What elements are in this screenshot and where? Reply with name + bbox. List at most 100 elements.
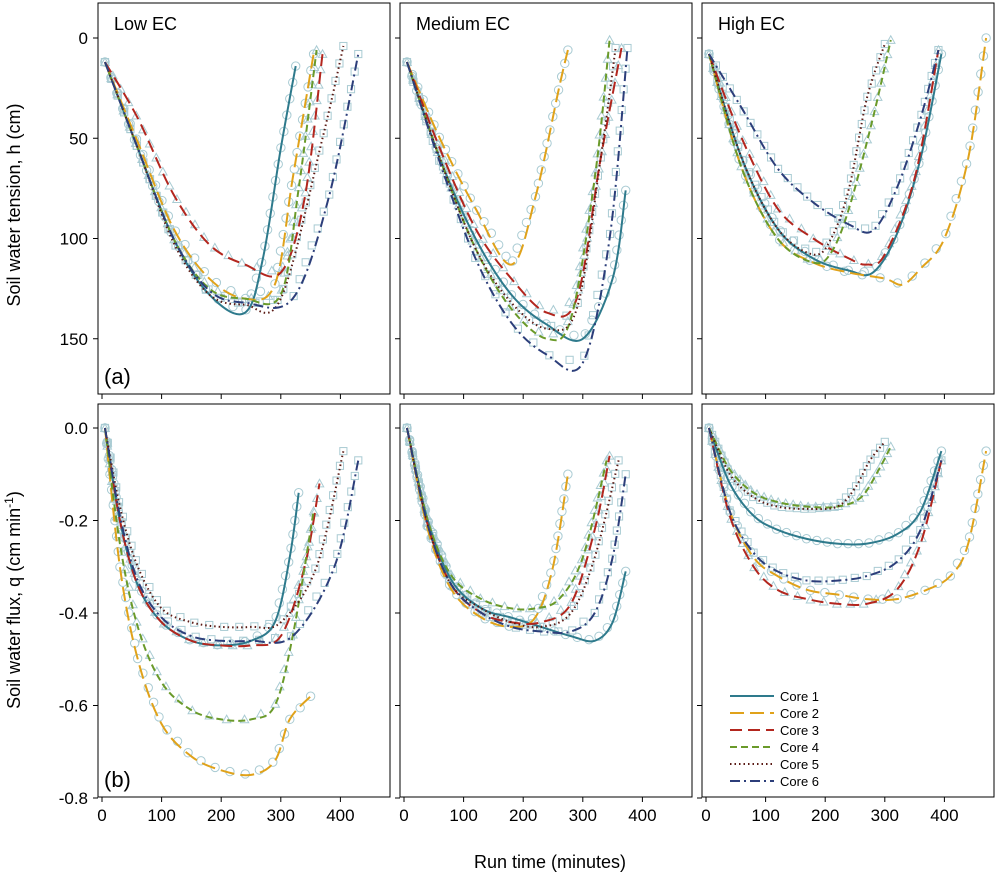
data-point	[839, 201, 848, 210]
panel-frame	[97, 2, 391, 395]
data-point	[311, 94, 322, 105]
data-point	[255, 286, 266, 297]
panels: 0 50 100 150 Low EC (a) Medium EC High EC 0.0 -0.…	[59, 2, 995, 825]
series-line-core-3	[104, 427, 321, 648]
data-point	[871, 467, 882, 478]
data-point	[343, 503, 352, 512]
data-point	[875, 443, 885, 452]
data-point	[339, 447, 348, 456]
data-point	[805, 594, 816, 604]
data-point	[545, 351, 554, 360]
legend-label: Core 5	[780, 757, 819, 772]
data-point	[548, 328, 559, 338]
ylabel-top-group: Soil water tension, h (cm)	[4, 103, 24, 306]
panel-title: High EC	[718, 14, 785, 34]
series-line-core-5	[708, 427, 886, 511]
series-line-core-3	[406, 47, 623, 318]
data-point	[878, 210, 887, 219]
data-point	[565, 355, 574, 364]
data-point	[116, 546, 127, 556]
data-point	[576, 267, 587, 277]
data-point	[537, 600, 548, 610]
data-point	[586, 563, 595, 572]
data-point	[760, 141, 769, 151]
data-point	[505, 301, 516, 311]
data-point	[569, 330, 579, 340]
data-point	[891, 186, 900, 195]
data-point	[533, 326, 544, 336]
data-point	[770, 217, 779, 226]
data-point	[779, 574, 789, 584]
data-point	[318, 535, 327, 544]
data-point	[808, 233, 819, 243]
data-point	[191, 632, 200, 641]
data-point	[564, 296, 575, 307]
series-line-core-1	[708, 53, 943, 277]
y-tick-label: -0.8	[59, 789, 88, 808]
data-point	[739, 498, 750, 509]
markers-core-1	[100, 423, 304, 650]
markers-core-6	[100, 423, 363, 645]
data-point	[170, 226, 181, 236]
data-point	[601, 510, 610, 519]
data-point	[872, 66, 881, 75]
x-tick-label: 300	[267, 806, 295, 825]
data-point	[278, 615, 287, 624]
data-point	[263, 290, 274, 300]
data-point	[315, 146, 324, 155]
data-point	[471, 253, 480, 263]
data-point	[251, 273, 262, 283]
markers-core-2	[100, 49, 319, 304]
data-point	[555, 604, 566, 614]
data-point	[829, 227, 838, 236]
panel-frame	[399, 2, 693, 395]
panel-top-left: 0 50 100 150 Low EC (a)	[60, 2, 391, 399]
data-point	[790, 572, 799, 581]
legend-label: Core 4	[780, 740, 819, 755]
data-point	[893, 527, 904, 538]
data-point	[737, 134, 748, 144]
data-point	[885, 34, 896, 44]
data-point	[298, 147, 309, 157]
x-tick-label: 300	[569, 806, 597, 825]
data-point	[860, 106, 869, 115]
data-point	[813, 200, 822, 210]
data-point	[171, 193, 183, 204]
series-line-core-4	[406, 39, 611, 342]
data-point	[323, 111, 332, 120]
data-point	[154, 712, 164, 722]
series-line-core-2	[406, 49, 569, 266]
data-point	[512, 603, 523, 613]
legend-label: Core 2	[780, 706, 819, 721]
data-point	[584, 634, 594, 645]
data-point	[745, 507, 756, 517]
data-point	[534, 300, 545, 310]
data-point	[183, 748, 193, 758]
plot-area	[401, 422, 631, 645]
data-point	[283, 646, 294, 656]
markers-core-4	[99, 44, 322, 302]
data-point	[727, 481, 737, 492]
data-point	[981, 446, 991, 456]
ylabel-bottom-group: Soil water flux, q (cm min-1)	[2, 491, 24, 709]
data-point	[843, 204, 854, 215]
legend: Core 1 Core 2 Core 3 Core 4 Core 5 Core 6	[730, 689, 819, 789]
data-point	[304, 606, 313, 615]
data-point	[875, 77, 887, 87]
data-point	[521, 217, 532, 228]
data-point	[579, 617, 588, 626]
data-point	[302, 113, 313, 123]
data-point	[732, 95, 741, 104]
data-point	[209, 242, 220, 252]
data-point	[289, 292, 298, 301]
data-point	[905, 557, 916, 567]
data-point	[852, 147, 861, 156]
data-point	[566, 596, 577, 606]
data-point	[473, 247, 482, 256]
data-point	[847, 495, 858, 505]
data-point	[274, 681, 285, 691]
data-point	[541, 319, 551, 329]
data-point	[295, 703, 305, 713]
data-point	[199, 266, 210, 277]
